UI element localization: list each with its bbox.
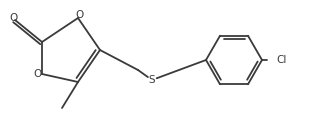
Text: Cl: Cl bbox=[276, 55, 287, 65]
Text: O: O bbox=[34, 69, 42, 79]
Text: S: S bbox=[149, 75, 155, 85]
Text: O: O bbox=[76, 10, 84, 20]
Text: O: O bbox=[10, 13, 18, 23]
